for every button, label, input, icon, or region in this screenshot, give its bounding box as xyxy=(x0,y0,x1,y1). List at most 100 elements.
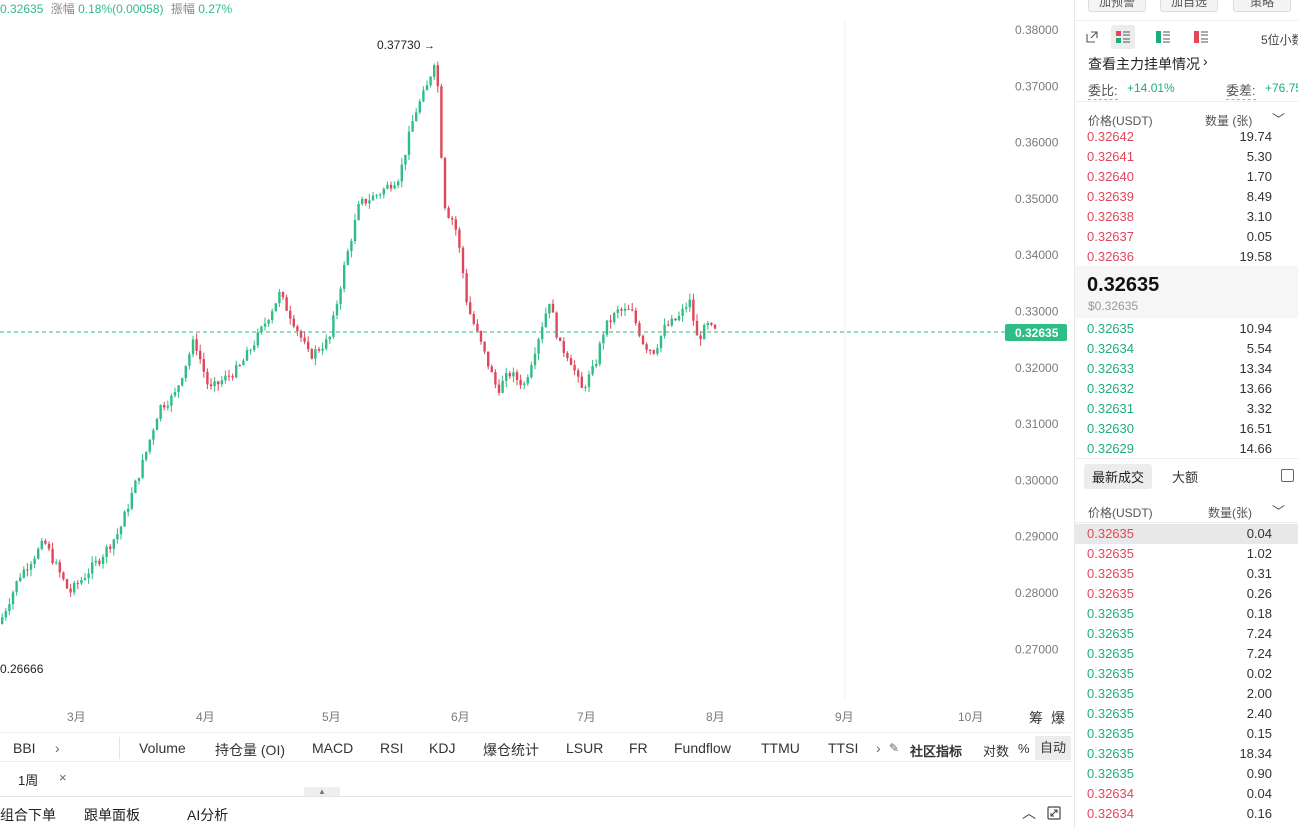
candle[interactable] xyxy=(454,219,457,230)
candle[interactable] xyxy=(425,85,429,91)
candle[interactable] xyxy=(440,86,443,158)
candle[interactable] xyxy=(170,395,173,406)
candle[interactable] xyxy=(523,383,526,386)
candle[interactable] xyxy=(544,313,547,328)
latest-trades-tab[interactable]: 最新成交 xyxy=(1084,464,1153,489)
indicator-lsur[interactable]: LSUR xyxy=(566,740,604,756)
candle[interactable] xyxy=(281,292,285,298)
candle[interactable] xyxy=(490,366,493,373)
combo-order-tab[interactable]: 组合下单 xyxy=(0,807,56,823)
candle[interactable] xyxy=(130,493,133,509)
candle[interactable] xyxy=(15,581,18,593)
candle[interactable] xyxy=(512,372,515,377)
candle[interactable] xyxy=(641,335,645,345)
trade-row[interactable]: 0.32635 0.04 xyxy=(1075,524,1298,544)
candle[interactable] xyxy=(231,376,234,378)
panel-resize-handle[interactable]: ▲ xyxy=(304,787,340,796)
candle[interactable] xyxy=(508,373,511,377)
trade-row[interactable]: 0.32635 0.90 xyxy=(1075,764,1298,784)
candle[interactable] xyxy=(620,309,623,311)
strategy-button[interactable]: 策略 xyxy=(1233,0,1291,12)
trade-row[interactable]: 0.32634 0.04 xyxy=(1075,784,1298,804)
candle[interactable] xyxy=(249,349,252,351)
candle[interactable] xyxy=(361,198,364,205)
candle[interactable] xyxy=(415,112,418,122)
candle[interactable] xyxy=(382,188,385,195)
chevron-right-icon[interactable]: › xyxy=(876,740,881,756)
log-scale-toggle[interactable]: 对数 xyxy=(983,744,1010,759)
candle[interactable] xyxy=(429,76,432,86)
bid-row[interactable]: 0.32631 3.32 xyxy=(1075,399,1298,419)
trade-row[interactable]: 0.32635 7.24 xyxy=(1075,624,1298,644)
candle[interactable] xyxy=(656,348,659,354)
ask-row[interactable]: 0.32640 1.70 xyxy=(1075,167,1298,187)
candle[interactable] xyxy=(548,303,551,314)
candle[interactable] xyxy=(141,459,144,478)
candle[interactable] xyxy=(699,335,702,340)
candle[interactable] xyxy=(357,204,360,221)
candle[interactable] xyxy=(62,572,65,580)
candle[interactable] xyxy=(4,611,7,618)
candle[interactable] xyxy=(296,326,299,331)
candle[interactable] xyxy=(598,343,601,364)
chevron-down-icon[interactable]: ﹀ xyxy=(1272,504,1286,519)
candle[interactable] xyxy=(706,322,709,326)
candle[interactable] xyxy=(224,375,227,381)
candle[interactable] xyxy=(148,439,151,452)
candle[interactable] xyxy=(443,157,447,209)
candle[interactable] xyxy=(497,384,501,393)
candle[interactable] xyxy=(101,556,105,564)
candle[interactable] xyxy=(191,339,195,355)
candle[interactable] xyxy=(591,366,594,375)
candle[interactable] xyxy=(451,217,454,220)
candle[interactable] xyxy=(325,339,328,349)
indicator-ttmu[interactable]: TTMU xyxy=(761,740,800,756)
chevron-right-icon[interactable]: › xyxy=(55,740,60,756)
orderbook-qty-header[interactable]: 数量 (张) xyxy=(1205,114,1253,128)
indicator-bbi[interactable]: BBI xyxy=(13,740,36,756)
bid-row[interactable]: 0.32635 10.94 xyxy=(1075,319,1298,339)
candle[interactable] xyxy=(181,378,184,386)
candle[interactable] xyxy=(310,349,313,359)
candle[interactable] xyxy=(47,543,51,549)
candle[interactable] xyxy=(33,558,36,565)
candle[interactable] xyxy=(616,309,619,313)
community-indicators-link[interactable]: 社区指标 xyxy=(910,744,963,759)
candle[interactable] xyxy=(271,311,274,320)
indicator-volume[interactable]: Volume xyxy=(139,740,186,756)
candle[interactable] xyxy=(76,582,79,584)
chart-panel[interactable]: 0.38000 0.37000 0.36000 0.35000 0.34000 0.330… xyxy=(0,0,1072,732)
candle[interactable] xyxy=(278,292,281,304)
filter-checkbox[interactable] xyxy=(1281,469,1294,482)
candle[interactable] xyxy=(580,376,583,388)
candle[interactable] xyxy=(285,297,288,311)
candle[interactable] xyxy=(400,164,403,182)
candle[interactable] xyxy=(116,534,119,540)
candle[interactable] xyxy=(537,339,540,354)
candle[interactable] xyxy=(681,308,684,316)
candle[interactable] xyxy=(328,336,331,340)
candle[interactable] xyxy=(659,335,663,349)
candle[interactable] xyxy=(447,208,450,218)
candle[interactable] xyxy=(202,359,205,372)
candle[interactable] xyxy=(623,308,627,311)
candle[interactable] xyxy=(436,65,439,87)
trade-row[interactable]: 0.32635 2.00 xyxy=(1075,684,1298,704)
candle[interactable] xyxy=(375,195,378,197)
candle[interactable] xyxy=(299,330,303,338)
candle[interactable] xyxy=(51,548,54,564)
candle[interactable] xyxy=(566,352,569,359)
bid-row[interactable]: 0.32632 13.66 xyxy=(1075,379,1298,399)
candle[interactable] xyxy=(418,101,421,113)
period-tab[interactable]: 1周 × xyxy=(0,764,78,790)
candle[interactable] xyxy=(404,154,407,165)
large-trades-tab[interactable]: 大额 xyxy=(1172,470,1199,485)
ask-row[interactable]: 0.32637 0.05 xyxy=(1075,227,1298,247)
candle[interactable] xyxy=(65,579,69,589)
candle[interactable] xyxy=(609,320,612,323)
candle[interactable] xyxy=(411,121,414,132)
expand-icon[interactable] xyxy=(1047,806,1061,820)
candle[interactable] xyxy=(368,200,371,204)
trade-row[interactable]: 0.32635 2.40 xyxy=(1075,704,1298,724)
candle[interactable] xyxy=(307,341,310,350)
